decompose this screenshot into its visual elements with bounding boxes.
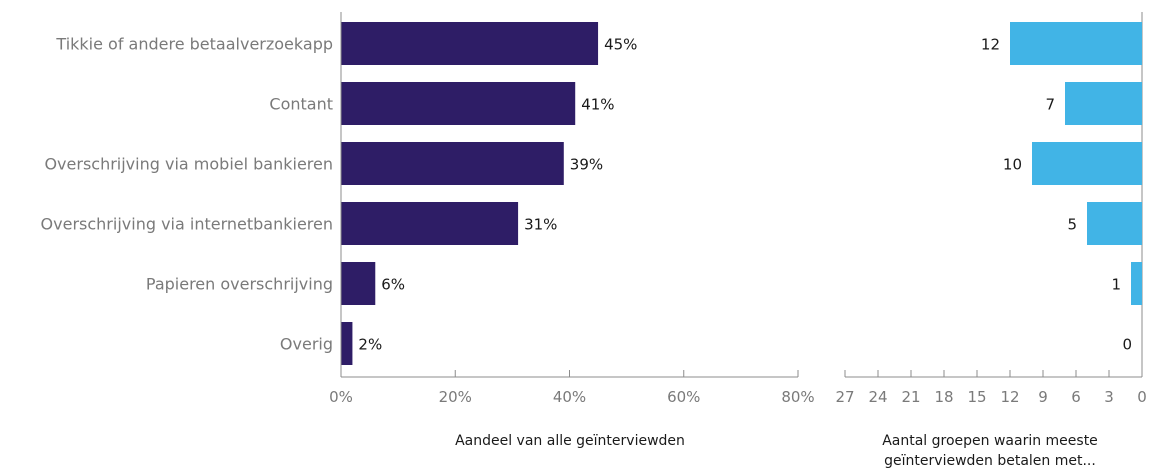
left-x-tick-label: 40% [553,388,586,406]
right-bar-value-label: 5 [1067,216,1077,234]
left-bar-value-label: 31% [524,216,557,234]
category-label: Overig [280,335,333,354]
left-x-tick-label: 0% [329,388,353,406]
right-bar [1087,202,1142,245]
right-bar-value-label: 1 [1111,276,1121,294]
right-x-tick-label: 0 [1137,388,1147,406]
right-x-tick-label: 21 [901,388,920,406]
left-bar-value-label: 6% [381,276,405,294]
left-bar [341,322,353,365]
right-bar-value-label: 10 [1003,156,1022,174]
left-bar-chart: 0% 20% 40% 60% 80% Tikkie of andere betaalver… [41,12,815,406]
right-bar-value-label: 12 [981,36,1000,54]
right-axis-title-line-1: Aantal groepen waarin meeste [882,433,1098,449]
category-label: Tikkie of andere betaalverzoekapp [55,35,333,54]
left-x-tick-label: 60% [667,388,700,406]
left-bar-value-label: 2% [358,336,382,354]
left-axis-title: Aandeel van alle geïnterviewden [455,433,685,449]
right-x-tick-label: 6 [1071,388,1081,406]
left-bar-value-label: 39% [570,156,603,174]
left-x-tick-label: 20% [439,388,472,406]
right-x-tick-label: 18 [934,388,953,406]
right-x-tick-label: 3 [1104,388,1114,406]
right-bar [1065,82,1142,125]
left-x-tick-label: 80% [781,388,814,406]
left-bar [341,22,599,65]
right-bar-value-label: 7 [1045,96,1055,114]
right-bar [1032,142,1142,185]
category-label: Overschrijving via mobiel bankieren [44,155,333,174]
left-bar [341,142,564,185]
left-bar [341,262,376,305]
right-bar [1131,262,1142,305]
right-bar [1010,22,1142,65]
left-bar [341,82,576,125]
category-label: Papieren overschrijving [146,275,333,294]
right-x-tick-label: 24 [868,388,887,406]
left-bar-value-label: 45% [604,36,637,54]
right-x-tick-label: 27 [835,388,854,406]
right-x-tick-label: 15 [967,388,986,406]
right-x-tick-label: 9 [1038,388,1048,406]
right-bar-value-label: 0 [1122,336,1132,354]
right-x-tick-label: 12 [1000,388,1019,406]
category-label: Overschrijving via internetbankieren [41,215,333,234]
left-bar-value-label: 41% [581,96,614,114]
category-label: Contant [269,95,333,114]
right-axis-title-line-2: geïnterviewden betalen met... [884,453,1096,469]
left-bar [341,202,519,245]
